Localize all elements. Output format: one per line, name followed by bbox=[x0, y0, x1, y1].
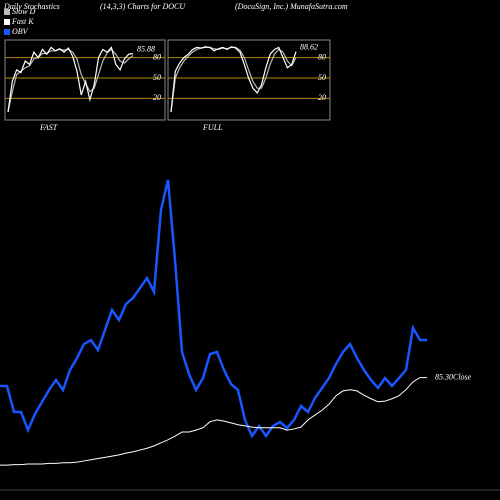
legend-swatch bbox=[4, 9, 10, 15]
chart-subtitle: (14,3,3) Charts for DOCU bbox=[100, 2, 186, 11]
y-tick-label: 80 bbox=[318, 52, 326, 61]
legend-label: Fast K bbox=[11, 17, 34, 26]
y-tick-label: 50 bbox=[318, 73, 326, 82]
obv-line bbox=[0, 179, 427, 439]
end-name: Close bbox=[453, 372, 472, 381]
stoch-line bbox=[7, 46, 134, 113]
panel-label: FAST bbox=[39, 123, 58, 132]
end-value: 85.30 bbox=[435, 372, 453, 381]
chart-title: Daily Stochastics bbox=[3, 2, 60, 11]
value-label: 85.88 bbox=[137, 44, 155, 53]
y-tick-label: 20 bbox=[153, 93, 161, 102]
legend-swatch bbox=[4, 29, 10, 35]
y-tick-label: 50 bbox=[153, 73, 161, 82]
price-line bbox=[0, 377, 427, 466]
y-tick-label: 80 bbox=[153, 52, 161, 61]
y-tick-label: 20 bbox=[318, 93, 326, 102]
panel-frame bbox=[4, 39, 166, 121]
value-label: 88.62 bbox=[300, 43, 318, 52]
panel-label: FULL bbox=[202, 123, 223, 132]
end-label: 85.30Close bbox=[435, 372, 472, 381]
stoch-line bbox=[170, 46, 297, 113]
stoch-line bbox=[170, 46, 297, 113]
panel-frame bbox=[167, 39, 331, 121]
legend-swatch bbox=[4, 19, 10, 25]
source: (DocuSign, Inc.) MunafaSutra.com bbox=[235, 2, 348, 11]
legend-label: Slow D bbox=[12, 7, 36, 16]
legend-label: OBV bbox=[12, 27, 29, 36]
